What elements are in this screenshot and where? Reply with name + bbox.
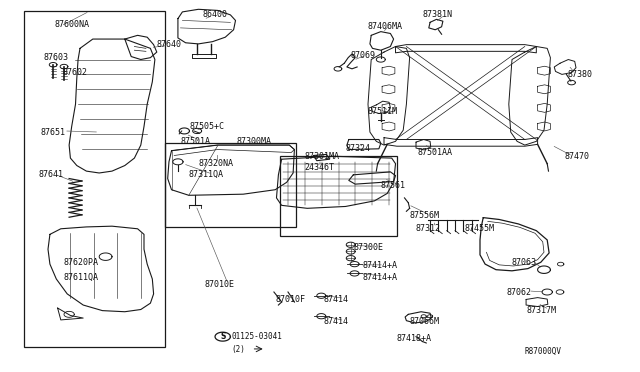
Text: 87380: 87380 [568, 70, 593, 79]
Bar [165, 143, 296, 227]
Text: 87300E: 87300E [353, 243, 383, 252]
Text: 87312: 87312 [416, 224, 441, 233]
Text: 87317M: 87317M [527, 306, 557, 315]
Text: 87556M: 87556M [410, 211, 440, 220]
Text: 87311QA: 87311QA [189, 170, 224, 179]
Text: 87640: 87640 [157, 40, 182, 49]
Text: 87501AA: 87501AA [417, 148, 452, 157]
Text: 87406MA: 87406MA [368, 22, 403, 31]
Text: 87414+A: 87414+A [362, 273, 397, 282]
Text: R87000QV: R87000QV [525, 347, 562, 356]
Text: 87603: 87603 [44, 53, 68, 62]
Text: 87301MA: 87301MA [305, 152, 340, 161]
Text: 87010E: 87010E [205, 280, 235, 289]
Bar [280, 156, 397, 236]
Text: 87066M: 87066M [410, 317, 440, 326]
Text: 87010F: 87010F [275, 295, 305, 304]
Text: 87418+A: 87418+A [397, 334, 432, 343]
Text: 87063: 87063 [512, 258, 537, 267]
Text: 87320NA: 87320NA [198, 159, 234, 168]
Text: 87602: 87602 [63, 68, 88, 77]
Text: 87414: 87414 [323, 295, 348, 304]
Text: 24346T: 24346T [305, 163, 335, 172]
Text: 86400: 86400 [202, 10, 227, 19]
Text: S: S [220, 332, 225, 341]
Text: 87381N: 87381N [422, 10, 452, 19]
Text: 87611QA: 87611QA [64, 273, 99, 282]
Text: 87641: 87641 [38, 170, 63, 179]
Text: 87300MA: 87300MA [237, 137, 272, 146]
Text: 87414: 87414 [323, 317, 348, 326]
Text: 87620PA: 87620PA [64, 258, 99, 267]
Text: 01125-03041: 01125-03041 [232, 332, 282, 341]
Text: 87455M: 87455M [465, 224, 495, 233]
Text: 87600NA: 87600NA [54, 20, 90, 29]
Text: (2): (2) [232, 345, 246, 354]
Text: 87561: 87561 [381, 182, 406, 190]
Text: 87511M: 87511M [368, 107, 398, 116]
Text: 87062: 87062 [507, 288, 532, 296]
Text: 87501A: 87501A [180, 137, 211, 146]
Text: 87470: 87470 [564, 152, 589, 161]
Text: 87505+C: 87505+C [189, 122, 225, 131]
Text: 87414+A: 87414+A [362, 262, 397, 270]
Bar [24, 11, 165, 347]
Text: 87069: 87069 [350, 51, 375, 60]
Text: 87651: 87651 [40, 128, 65, 137]
Text: 87324: 87324 [346, 144, 371, 153]
